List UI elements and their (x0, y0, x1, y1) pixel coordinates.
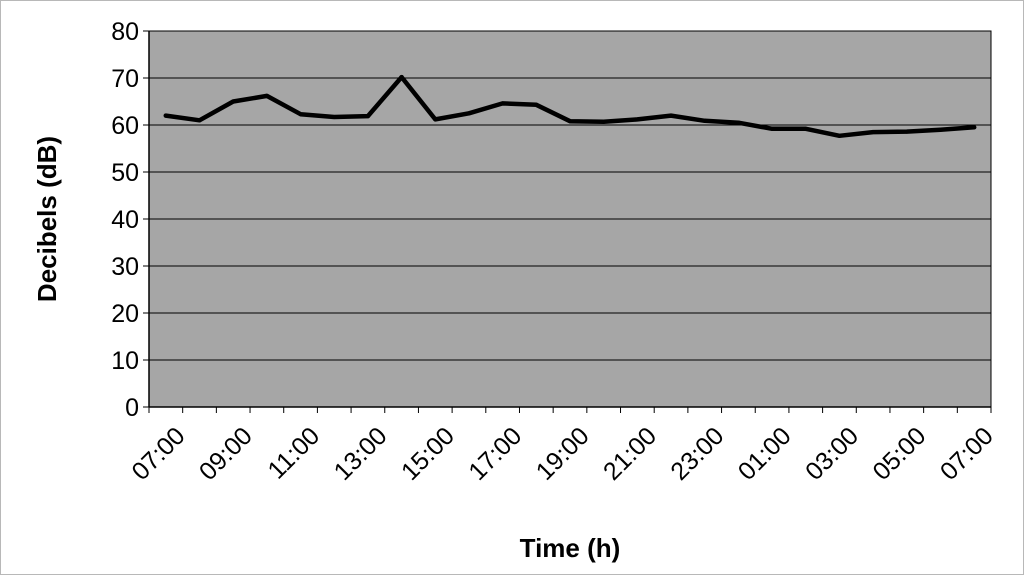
y-tick-label: 80 (111, 18, 139, 46)
x-tick-label: 03:00 (800, 422, 864, 486)
x-tick-label: 23:00 (665, 422, 729, 486)
x-tick-label: 13:00 (329, 422, 393, 486)
data-point (972, 125, 977, 130)
x-tick-label: 19:00 (531, 422, 595, 486)
y-tick-label: 60 (111, 112, 139, 140)
y-tick-label: 70 (111, 65, 139, 93)
data-point (871, 130, 876, 135)
y-tick-labels: 0 10 20 30 40 50 60 70 80 (111, 18, 139, 422)
data-point (837, 133, 842, 138)
x-tick-label: 11:00 (263, 422, 326, 485)
x-tick-label: 07:00 (126, 422, 190, 486)
x-tick-label: 15:00 (396, 422, 460, 486)
axes (143, 30, 992, 413)
data-point (365, 114, 370, 119)
data-point (601, 119, 606, 124)
x-tick-labels: 07:00 09:00 11:00 13:00 15:00 17:00 19:00 21:00… (126, 422, 998, 486)
x-tick-label: 09:00 (194, 422, 258, 486)
data-point (770, 126, 775, 131)
data-point (231, 99, 236, 104)
y-tick-label: 0 (125, 394, 139, 422)
data-point (568, 119, 572, 124)
y-tick-label: 20 (111, 300, 139, 328)
x-tick-label: 05:00 (867, 422, 931, 486)
data-point (399, 75, 404, 80)
x-tick-label: 21:00 (598, 422, 662, 486)
data-point (264, 93, 269, 98)
data-point (466, 111, 471, 116)
data-point (332, 115, 337, 120)
y-tick-label: 10 (111, 347, 139, 375)
data-point (500, 101, 505, 106)
x-tick-label: 01:00 (733, 422, 797, 486)
y-tick-label: 40 (111, 206, 139, 234)
x-axis-title: Time (h) (520, 533, 621, 563)
data-point (702, 118, 707, 123)
data-point (298, 112, 303, 117)
y-axis-title: Decibels (dB) (32, 136, 62, 302)
data-point (197, 118, 202, 123)
x-tick-label: 07:00 (935, 422, 999, 486)
data-point (904, 129, 909, 134)
x-tick-label: 17:00 (463, 422, 527, 486)
data-point (635, 117, 640, 122)
data-point (669, 113, 674, 118)
data-point (534, 102, 539, 107)
data-point (938, 127, 943, 132)
data-point (433, 117, 438, 122)
y-tick-label: 50 (111, 159, 139, 187)
data-point (803, 126, 808, 131)
data-point (736, 120, 741, 125)
series-layer (163, 74, 977, 139)
y-tick-label: 30 (111, 253, 139, 281)
data-point (163, 113, 168, 118)
gridlines (149, 30, 991, 361)
